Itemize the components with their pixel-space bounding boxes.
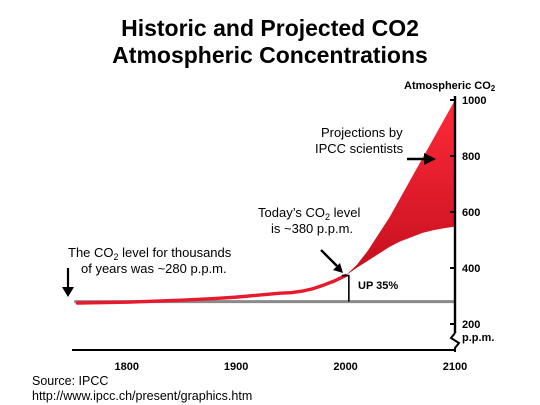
chart-title-line-2: Atmospheric Concentrations xyxy=(112,42,428,68)
y-axis-unit: p.p.m. xyxy=(462,332,494,344)
x-tick-label: 2000 xyxy=(333,361,357,373)
increase-bracket xyxy=(341,274,350,302)
y-tick-label: 200 xyxy=(462,319,480,331)
historic-label-line-2: of years was ~280 p.p.m. xyxy=(81,261,227,276)
historic-label: The CO2 level for thousands xyxy=(68,245,232,262)
today-label: Today’s CO2 level xyxy=(258,205,360,222)
projection-label: Projections by xyxy=(321,125,403,140)
y-tick-label: 400 xyxy=(462,263,480,275)
source-label: Source: IPCC xyxy=(32,374,108,388)
source-url: http://www.ipcc.ch/present/graphics.htm xyxy=(32,389,252,403)
chart-title-line-1: Historic and Projected CO2 xyxy=(121,15,419,41)
x-tick-label: 1900 xyxy=(224,361,248,373)
today-arrow-head xyxy=(333,263,343,273)
historic-line xyxy=(75,273,348,305)
historic-arrow-head xyxy=(62,287,74,297)
x-tick-label: 2100 xyxy=(443,361,467,373)
y-tick-label: 800 xyxy=(462,151,480,163)
projection-arrow-head xyxy=(424,153,436,165)
projection-band xyxy=(345,100,455,276)
y-axis-break xyxy=(449,332,461,352)
x-tick-label: 1800 xyxy=(114,361,138,373)
y-tick-label: 1000 xyxy=(462,95,486,107)
y-axis-label: Atmospheric CO2 xyxy=(404,80,496,93)
projection-label-line-2: IPCC scientists xyxy=(315,141,404,156)
increase-label: UP 35% xyxy=(358,280,398,292)
today-label-line-2: is ~380 p.p.m. xyxy=(271,221,353,236)
y-tick-label: 600 xyxy=(462,207,480,219)
today-arrow-icon xyxy=(320,249,338,267)
